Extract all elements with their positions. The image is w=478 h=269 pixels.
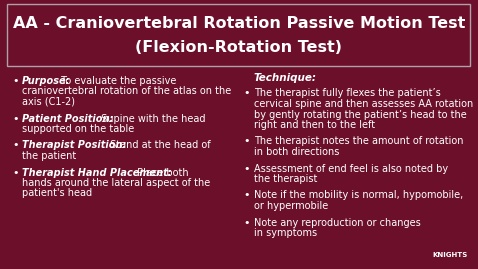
Text: To evaluate the passive: To evaluate the passive — [58, 76, 176, 86]
Text: in both directions: in both directions — [254, 147, 339, 157]
Text: •: • — [243, 190, 250, 200]
Text: Supine with the head: Supine with the head — [98, 114, 206, 123]
Text: The therapist notes the amount of rotation: The therapist notes the amount of rotati… — [254, 136, 464, 147]
Text: Place both: Place both — [134, 168, 189, 178]
Text: KNIGHTS: KNIGHTS — [433, 252, 468, 258]
Text: Note any reproduction or changes: Note any reproduction or changes — [254, 218, 421, 228]
Text: Assessment of end feel is also noted by: Assessment of end feel is also noted by — [254, 164, 448, 174]
Text: •: • — [12, 168, 19, 178]
Text: Note if the mobility is normal, hypomobile,: Note if the mobility is normal, hypomobi… — [254, 190, 463, 200]
Text: supported on the table: supported on the table — [22, 124, 134, 134]
Text: hands around the lateral aspect of the: hands around the lateral aspect of the — [22, 178, 210, 188]
Text: Purpose:: Purpose: — [22, 76, 70, 86]
Text: Patient Position:: Patient Position: — [22, 114, 113, 123]
Text: cervical spine and then assesses AA rotation: cervical spine and then assesses AA rota… — [254, 99, 473, 109]
Text: •: • — [243, 136, 250, 147]
Text: patient's head: patient's head — [22, 189, 92, 199]
Text: •: • — [12, 114, 19, 123]
Text: or hypermobile: or hypermobile — [254, 201, 328, 211]
Text: •: • — [243, 89, 250, 98]
Text: •: • — [243, 164, 250, 174]
Text: •: • — [12, 76, 19, 86]
Text: in symptoms: in symptoms — [254, 228, 317, 238]
Text: Stand at the head of: Stand at the head of — [108, 140, 211, 150]
Text: by gently rotating the patient’s head to the: by gently rotating the patient’s head to… — [254, 109, 467, 119]
Text: (Flexion-Rotation Test): (Flexion-Rotation Test) — [135, 40, 343, 55]
Text: AA - Craniovertebral Rotation Passive Motion Test: AA - Craniovertebral Rotation Passive Mo… — [13, 16, 465, 31]
Text: Technique:: Technique: — [254, 73, 317, 83]
Text: Therapist Hand Placement:: Therapist Hand Placement: — [22, 168, 172, 178]
Text: The therapist fully flexes the patient’s: The therapist fully flexes the patient’s — [254, 89, 441, 98]
Text: •: • — [12, 140, 19, 150]
Text: •: • — [243, 218, 250, 228]
Text: the patient: the patient — [22, 151, 76, 161]
Text: the therapist: the therapist — [254, 174, 317, 184]
Text: Therapist Position:: Therapist Position: — [22, 140, 126, 150]
Text: axis (C1-2): axis (C1-2) — [22, 97, 75, 107]
Text: right and then to the left: right and then to the left — [254, 120, 375, 130]
FancyBboxPatch shape — [7, 4, 470, 66]
Text: craniovertebral rotation of the atlas on the: craniovertebral rotation of the atlas on… — [22, 87, 231, 97]
